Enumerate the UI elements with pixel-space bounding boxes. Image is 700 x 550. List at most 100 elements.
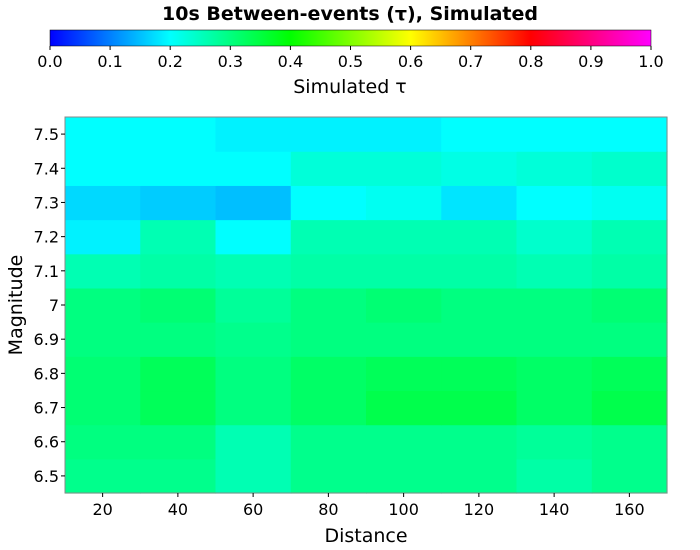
heatmap-cell <box>516 185 593 221</box>
heatmap-cell <box>591 424 668 460</box>
y-tick-label: 6.8 <box>34 364 59 383</box>
heatmap-cell <box>290 390 367 426</box>
heatmap-cell <box>441 322 518 357</box>
heatmap-cell <box>591 219 668 255</box>
heatmap-cell <box>215 151 292 186</box>
heatmap-cell <box>65 287 141 323</box>
heatmap-cell <box>516 390 593 426</box>
heatmap-cell <box>441 424 518 460</box>
heatmap-cell <box>140 458 217 494</box>
heatmap-cell <box>215 356 292 392</box>
colorbar-gradient <box>49 29 652 47</box>
heatmap-cell <box>290 185 367 221</box>
y-axis-label: Magnitude <box>5 255 27 356</box>
heatmap-cell <box>516 219 593 255</box>
heatmap-cell <box>441 390 518 426</box>
heatmap-cell <box>366 356 442 392</box>
y-tick-label: 7.5 <box>34 125 59 144</box>
heatmap-cell <box>290 151 367 186</box>
heatmap-cell <box>65 322 141 357</box>
heatmap-cell <box>290 424 367 460</box>
heatmap-cell <box>140 322 217 357</box>
heatmap-cell <box>441 117 518 152</box>
heatmap-cell <box>290 253 367 289</box>
colorbar-tick-label: 0.0 <box>37 52 62 71</box>
heatmap-cell <box>591 322 668 357</box>
heatmap-cell <box>591 151 668 186</box>
heatmap-cell <box>140 390 217 426</box>
colorbar-tick-label: 1.0 <box>638 52 663 71</box>
heatmap-cell <box>65 185 141 221</box>
heatmap-cell <box>516 151 593 186</box>
heatmap-cell <box>290 117 367 152</box>
heatmap-cell <box>591 356 668 392</box>
heatmap-cell <box>591 458 668 494</box>
heatmap-cell <box>366 287 442 323</box>
heatmap-cell <box>215 287 292 323</box>
y-tick-label: 6.9 <box>34 330 59 349</box>
heatmap-cell <box>215 219 292 255</box>
y-tick-label: 6.5 <box>34 467 59 486</box>
y-tick-label: 7.1 <box>34 262 59 281</box>
heatmap-cell <box>140 185 217 221</box>
heatmap-cell <box>65 356 141 392</box>
heatmap-cell <box>215 185 292 221</box>
heatmap-cell <box>591 253 668 289</box>
heatmap-cell <box>441 458 518 494</box>
colorbar-tick-label: 0.6 <box>398 52 423 71</box>
x-tick-label: 20 <box>92 500 112 519</box>
heatmap-cell <box>366 219 442 255</box>
heatmap-cell <box>290 356 367 392</box>
colorbar-tick-label: 0.8 <box>518 52 543 71</box>
heatmap-cell <box>290 287 367 323</box>
heatmap-cell <box>215 390 292 426</box>
y-tick-label: 6.6 <box>34 433 59 452</box>
heatmap-cell <box>65 424 141 460</box>
colorbar-tick-label: 0.2 <box>157 52 182 71</box>
heatmap-cell <box>290 322 367 357</box>
heatmap-cell <box>366 458 442 494</box>
heatmap-cell <box>591 390 668 426</box>
heatmap-cell <box>591 287 668 323</box>
x-tick-label: 100 <box>388 500 419 519</box>
heatmap-cell <box>65 390 141 426</box>
heatmap-cell <box>65 253 141 289</box>
heatmap-cell <box>516 253 593 289</box>
colorbar-tick-label: 0.5 <box>338 52 363 71</box>
x-tick-label: 160 <box>614 500 645 519</box>
x-axis: 20 40 60 80 100 120 140 160 <box>92 493 645 519</box>
colorbar: 0.0 0.1 0.2 0.3 0.4 0.5 0.6 0.7 0.8 0.9 1.0 Simula… <box>37 29 664 98</box>
heatmap-cell <box>140 253 217 289</box>
heatmap-cell <box>591 185 668 221</box>
y-tick-label: 7.2 <box>34 228 59 247</box>
heatmap-cell <box>591 117 668 152</box>
y-tick-label: 7 <box>49 296 59 315</box>
heatmap-cell <box>366 390 442 426</box>
x-axis-label: Distance <box>324 525 407 547</box>
heatmap-cell <box>441 356 518 392</box>
heatmap-cell <box>215 253 292 289</box>
heatmap-cell <box>215 458 292 494</box>
heatmap-cell <box>65 117 141 152</box>
heatmap-cell <box>441 151 518 186</box>
heatmap-cell <box>140 424 217 460</box>
y-axis: 6.5 6.6 6.7 6.8 6.9 7 7.1 7.2 7.3 7.4 7.5 <box>34 125 65 486</box>
heatmap-cell <box>366 185 442 221</box>
heatmap-cell <box>441 219 518 255</box>
heatmap-cell <box>516 424 593 460</box>
heatmap-cell <box>140 151 217 186</box>
colorbar-tick-label: 0.3 <box>218 52 243 71</box>
colorbar-tick-label: 0.1 <box>97 52 122 71</box>
heatmap-cell <box>516 356 593 392</box>
x-tick-label: 80 <box>318 500 338 519</box>
heatmap-cell <box>290 458 367 494</box>
heatmap-cell <box>516 287 593 323</box>
y-tick-label: 7.4 <box>34 159 59 178</box>
heatmap-cell <box>516 322 593 357</box>
colorbar-tick-label: 0.4 <box>278 52 303 71</box>
heatmap-cell <box>140 287 217 323</box>
x-tick-label: 40 <box>168 500 188 519</box>
heatmap-cell <box>366 151 442 186</box>
x-tick-label: 60 <box>243 500 263 519</box>
x-tick-label: 140 <box>539 500 570 519</box>
